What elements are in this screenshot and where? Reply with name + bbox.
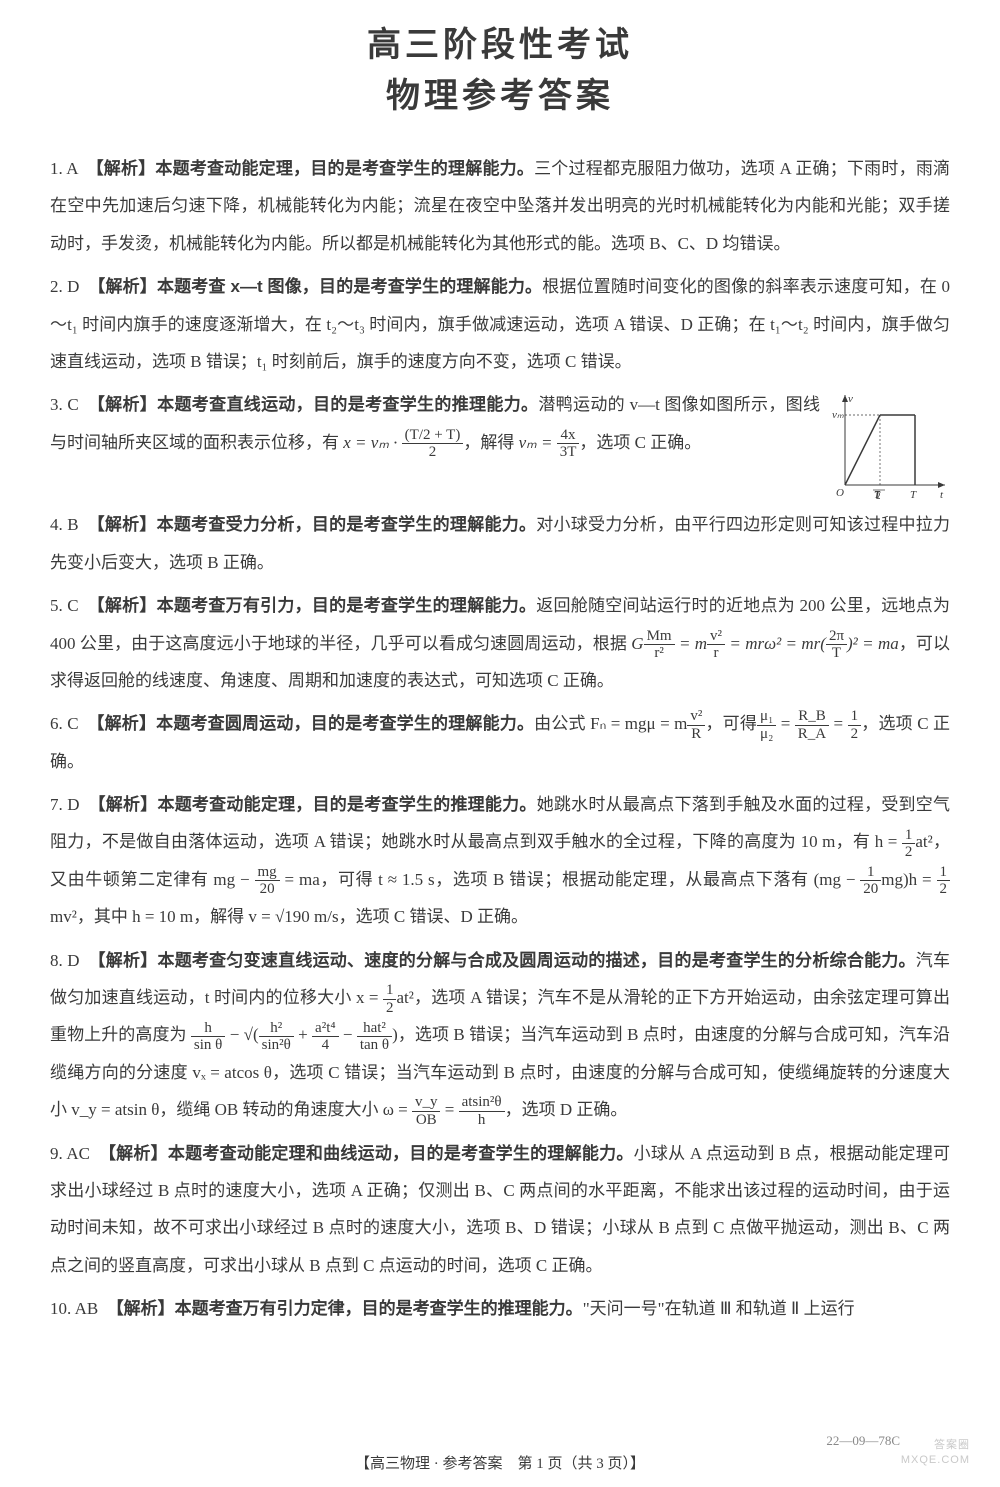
- watermark-line1: 答案圈: [901, 1438, 970, 1452]
- item-text: "天问一号"在轨道 Ⅲ 和轨道 Ⅱ 上运行: [583, 1299, 855, 1318]
- item-answer: D: [67, 951, 79, 970]
- item-answer: B: [67, 515, 78, 534]
- answer-item: 2. D 【解析】本题考查 x—t 图像，目的是考查学生的理解能力。根据位置随时…: [50, 268, 950, 380]
- post: ，选项 C 正确。: [579, 433, 701, 452]
- item-tag: 【解析】本题考查匀变速直线运动、速度的分解与合成及圆周运动的描述，目的是考查学生…: [97, 951, 916, 970]
- answer-item: 1. A 【解析】本题考查动能定理，目的是考查学生的理解能力。三个过程都克服阻力…: [50, 150, 950, 262]
- mid: =: [440, 1100, 458, 1119]
- page-footer: 【高三物理 · 参考答案 第 1 页（共 3 页）】: [0, 1452, 1000, 1473]
- mid: ，解得: [463, 433, 518, 452]
- item-tag: 【解析】本题考查受力分析，目的是考查学生的理解能力。: [96, 515, 536, 534]
- answer-item: 9. AC 【解析】本题考查动能定理和曲线运动，目的是考查学生的理解能力。小球从…: [50, 1135, 950, 1285]
- item-answer: C: [67, 714, 78, 733]
- fraction: 12: [848, 708, 862, 742]
- fraction: 12: [383, 982, 397, 1016]
- fraction: v_yOB: [412, 1094, 441, 1128]
- fraction: 120: [860, 864, 881, 898]
- item-tag: 【解析】本题考查直线运动，目的是考查学生的推理能力。: [96, 395, 538, 414]
- fraction: mg20: [255, 864, 280, 898]
- mid: ，可得: [705, 714, 757, 733]
- svg-text:v: v: [848, 393, 853, 405]
- eq: x = vₘ ·: [343, 433, 397, 452]
- item-number: 7.: [50, 795, 63, 814]
- item-number: 1.: [50, 159, 63, 178]
- answer-item: 6. C 【解析】本题考查圆周运动，目的是考查学生的理解能力。由公式 Fₙ = …: [50, 705, 950, 780]
- vt-graph: vₘ v t O T T T 2: [830, 390, 950, 500]
- svg-text:T: T: [910, 489, 917, 500]
- fraction: a²t⁴4: [312, 1020, 339, 1054]
- item-tag: 【解析】本题考查万有引力定律，目的是考查学生的推理能力。: [115, 1299, 583, 1318]
- fraction: R_BR_A: [795, 708, 829, 742]
- item-number: 6.: [50, 714, 63, 733]
- item-answer: D: [67, 277, 79, 296]
- eq: )² = ma: [847, 634, 899, 653]
- mid: = ma，可得 t ≈ 1.5 s，选项 B 错误；根据动能定理，从最高点下落有…: [280, 870, 861, 889]
- title-line-1: 高三阶段性考试: [50, 20, 950, 71]
- eq: = m: [675, 634, 707, 653]
- item-tag: 【解析】本题考查动能定理和曲线运动，目的是考查学生的理解能力。: [107, 1144, 633, 1163]
- fraction: h²sin²θ: [259, 1020, 294, 1054]
- answer-item: 5. C 【解析】本题考查万有引力，目的是考查学生的理解能力。返回舱随空间站运行…: [50, 587, 950, 699]
- item-answer: C: [67, 596, 78, 615]
- item-answer: AC: [66, 1144, 90, 1163]
- item-tag: 【解析】本题考查万有引力，目的是考查学生的理解能力。: [96, 596, 536, 615]
- svg-text:t: t: [940, 489, 944, 500]
- eq: = mrω² = mr(: [725, 634, 826, 653]
- mid: +: [294, 1025, 312, 1044]
- answer-item: 4. B 【解析】本题考查受力分析，目的是考查学生的理解能力。对小球受力分析，由…: [50, 506, 950, 581]
- answer-item: 8. D 【解析】本题考查匀变速直线运动、速度的分解与合成及圆周运动的描述，目的…: [50, 942, 950, 1129]
- item-tag: 【解析】本题考查圆周运动，目的是考查学生的理解能力。: [96, 714, 534, 733]
- watermark-line2: MXQE.COM: [901, 1453, 970, 1467]
- item-tag: 【解析】本题考查动能定理，目的是考查学生的推理能力。: [97, 795, 537, 814]
- mid: =: [776, 714, 794, 733]
- mid: − √(: [225, 1025, 258, 1044]
- item-text: 小球从 A 点运动到 B 点，根据动能定理可求出小球经过 B 点时的速度大小，选…: [50, 1144, 950, 1275]
- item-answer: C: [67, 395, 78, 414]
- answer-item: 7. D 【解析】本题考查动能定理，目的是考查学生的推理能力。她跳水时从最高点下…: [50, 786, 950, 936]
- item-answer: AB: [75, 1299, 99, 1318]
- svg-text:O: O: [836, 487, 844, 499]
- pre: 由公式 Fₙ = mgμ = m: [534, 714, 687, 733]
- fraction: 4x3T: [557, 427, 580, 461]
- document-code: 22—09—78C: [826, 1433, 900, 1449]
- fraction: 12: [902, 827, 916, 861]
- svg-text:vₘ: vₘ: [832, 409, 844, 421]
- answer-item: vₘ v t O T T T 2 3. C 【解析】本题考查直线运动，目的是考查…: [50, 386, 950, 500]
- item-tag: 【解析】本题考查 x—t 图像，目的是考查学生的理解能力。: [97, 277, 542, 296]
- fraction: v²R: [687, 708, 705, 742]
- item-answer: A: [66, 159, 77, 178]
- document-title: 高三阶段性考试 物理参考答案: [50, 20, 950, 122]
- mid: mg)h =: [881, 870, 936, 889]
- fraction: (T/2 + T)2: [402, 427, 464, 461]
- fraction: μ₁μ₂: [757, 708, 776, 742]
- post: ，选项 D 正确。: [505, 1100, 628, 1119]
- fraction: v²r: [707, 628, 725, 662]
- post: mv²，其中 h = 10 m，解得 v = √190 m/s，选项 C 错误、…: [50, 907, 528, 926]
- eq: vₘ =: [519, 433, 553, 452]
- item-number: 3.: [50, 395, 63, 414]
- fraction: 12: [937, 864, 951, 898]
- fraction: hat²tan θ: [357, 1020, 392, 1054]
- item-number: 5.: [50, 596, 63, 615]
- fraction: hsin θ: [191, 1020, 225, 1054]
- mid: −: [339, 1025, 357, 1044]
- title-line-2: 物理参考答案: [50, 71, 950, 122]
- fraction: 2πT: [826, 628, 847, 662]
- watermark: 答案圈 MXQE.COM: [901, 1438, 970, 1467]
- answers-body: 1. A 【解析】本题考查动能定理，目的是考查学生的理解能力。三个过程都克服阻力…: [50, 150, 950, 1328]
- item-answer: D: [67, 795, 79, 814]
- fraction: Mmr²: [644, 628, 675, 662]
- answer-item: 10. AB 【解析】本题考查万有引力定律，目的是考查学生的推理能力。"天问一号…: [50, 1290, 950, 1327]
- item-number: 9.: [50, 1144, 63, 1163]
- eq: G: [631, 634, 643, 653]
- fraction: atsin²θh: [459, 1094, 505, 1128]
- item-number: 4.: [50, 515, 63, 534]
- item-tag: 【解析】本题考查动能定理，目的是考查学生的理解能力。: [95, 159, 534, 178]
- item-number: 10.: [50, 1299, 71, 1318]
- item-number: 2.: [50, 277, 63, 296]
- item-number: 8.: [50, 951, 63, 970]
- svg-text:2: 2: [876, 491, 881, 500]
- mid: =: [829, 714, 847, 733]
